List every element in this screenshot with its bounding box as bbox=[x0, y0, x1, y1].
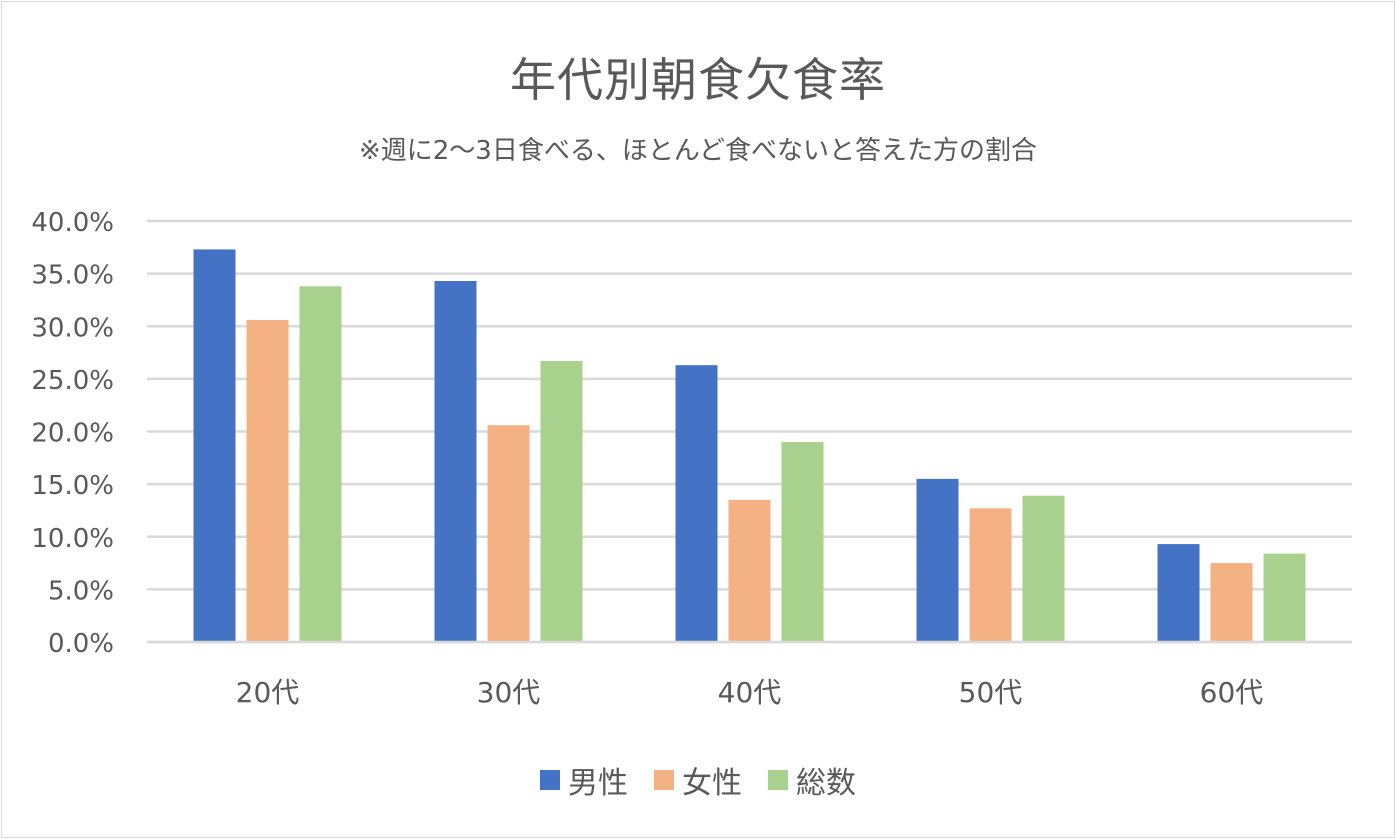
legend: 男性 女性 総数 bbox=[0, 758, 1396, 802]
bar bbox=[299, 286, 342, 642]
y-tick-label: 5.0% bbox=[48, 576, 114, 606]
legend-label-female: 女性 bbox=[682, 766, 742, 801]
legend-item-total: 総数 bbox=[768, 758, 856, 802]
bar bbox=[246, 319, 289, 642]
legend-item-female: 女性 bbox=[654, 758, 742, 802]
y-tick-label: 40.0% bbox=[31, 208, 114, 238]
bar bbox=[487, 425, 530, 642]
bar bbox=[1210, 563, 1253, 642]
y-tick-label: 15.0% bbox=[31, 471, 114, 501]
bar bbox=[193, 249, 236, 643]
bar bbox=[781, 442, 824, 642]
legend-swatch-male bbox=[540, 770, 560, 790]
bar bbox=[540, 360, 583, 642]
x-tick-label: 20代 bbox=[236, 676, 300, 709]
bar bbox=[969, 508, 1012, 642]
x-tick-label: 60代 bbox=[1200, 676, 1264, 709]
y-tick-label: 35.0% bbox=[31, 261, 114, 291]
x-tick-label: 50代 bbox=[959, 676, 1023, 709]
y-tick-label: 25.0% bbox=[31, 366, 114, 396]
legend-label-total: 総数 bbox=[796, 766, 856, 801]
bar bbox=[1022, 495, 1065, 642]
x-tick-label: 40代 bbox=[718, 676, 782, 709]
legend-swatch-female bbox=[654, 770, 674, 790]
bar bbox=[675, 365, 718, 642]
bar bbox=[1263, 553, 1306, 642]
x-tick-label: 30代 bbox=[477, 676, 541, 709]
legend-item-male: 男性 bbox=[540, 758, 628, 802]
legend-swatch-total bbox=[768, 770, 788, 790]
chart-title: 年代別朝食欠食率 bbox=[510, 53, 886, 107]
y-tick-label: 0.0% bbox=[48, 629, 114, 659]
bar bbox=[916, 478, 959, 642]
legend-label-male: 男性 bbox=[568, 766, 628, 801]
bar bbox=[434, 280, 477, 642]
chart-subtitle: ※週に2～3日食べる、ほとんど食べないと答えた方の割合 bbox=[358, 136, 1038, 166]
bar bbox=[1157, 544, 1200, 642]
y-tick-label: 30.0% bbox=[31, 313, 114, 343]
y-tick-label: 10.0% bbox=[31, 524, 114, 554]
y-tick-label: 20.0% bbox=[31, 419, 114, 449]
bar bbox=[728, 499, 771, 642]
